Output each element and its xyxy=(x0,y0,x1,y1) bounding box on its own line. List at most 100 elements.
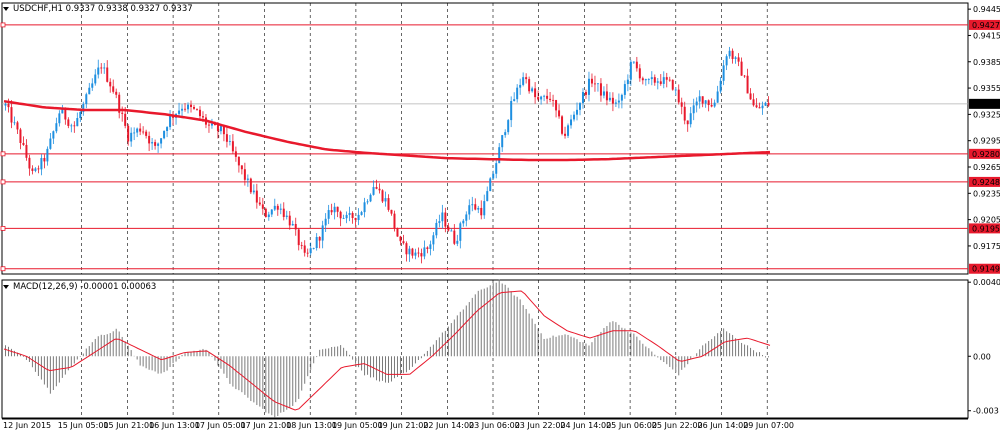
candle-body xyxy=(309,248,312,254)
candle-body xyxy=(632,61,635,63)
candle-body xyxy=(570,119,573,126)
candle-body xyxy=(136,128,139,133)
candle-body xyxy=(312,248,315,249)
level-anchor-handle[interactable] xyxy=(0,225,6,231)
candle-body xyxy=(680,102,683,107)
y-tick-label: 0.9265 xyxy=(973,163,1000,172)
candle-body xyxy=(195,108,198,110)
candle-body xyxy=(743,75,746,77)
candle-body xyxy=(46,148,49,162)
candle-body xyxy=(115,91,118,95)
candle-body xyxy=(510,100,513,121)
candle-body xyxy=(596,83,599,85)
candle-body xyxy=(19,129,22,143)
candle-body xyxy=(288,215,291,226)
candle-body xyxy=(423,247,426,257)
candle-body xyxy=(252,190,255,193)
candle-body xyxy=(237,156,240,166)
candle-body xyxy=(387,198,390,210)
candle-body xyxy=(758,107,761,109)
candle-body xyxy=(219,126,222,132)
candle-body xyxy=(100,67,103,69)
x-tick-label: 26 Jun 14:00 xyxy=(698,421,749,430)
y-tick-label: 0.9355 xyxy=(973,84,1000,93)
candle-body xyxy=(486,191,489,202)
candle-body xyxy=(701,96,704,104)
candle-body xyxy=(306,252,309,254)
y-tick-label: 0.9295 xyxy=(973,137,1000,146)
level-anchor-handle[interactable] xyxy=(0,22,6,28)
candle-body xyxy=(471,204,474,206)
candle-body xyxy=(261,204,264,209)
candle-body xyxy=(88,87,91,95)
candle-body xyxy=(620,94,623,101)
candle-body xyxy=(103,67,106,69)
macd-signal-line xyxy=(3,290,771,411)
level-anchor-handle[interactable] xyxy=(0,179,6,185)
candle-body xyxy=(28,157,31,169)
current-price-tag xyxy=(969,98,1000,109)
candle-body xyxy=(477,207,480,210)
candle-body xyxy=(291,223,294,226)
macd-menu-triangle-icon[interactable] xyxy=(3,285,9,289)
candle-body xyxy=(133,132,136,134)
candle-body xyxy=(64,108,67,120)
price-level-label: 0.9195 xyxy=(972,224,1000,233)
candle-body xyxy=(408,248,411,255)
candle-body xyxy=(623,84,626,95)
x-tick-label: 25 Jun 22:00 xyxy=(652,421,703,430)
moving-average xyxy=(3,99,771,162)
candle-body xyxy=(303,245,306,253)
candle-body xyxy=(540,96,543,100)
current-price-label: 0.9337 xyxy=(972,100,1000,109)
candle-body xyxy=(525,77,528,80)
candle-body xyxy=(318,236,321,241)
chart-menu-triangle-icon[interactable] xyxy=(3,7,9,11)
candle-body xyxy=(345,214,348,219)
candle-body xyxy=(264,208,267,218)
x-tick-label: 18 Jun 13:00 xyxy=(286,421,337,430)
candle-body xyxy=(426,247,429,250)
candle-body xyxy=(504,132,507,136)
candle-body xyxy=(692,105,695,114)
candle-body xyxy=(501,135,504,148)
candle-body xyxy=(414,252,417,256)
candle-body xyxy=(201,116,204,118)
candle-body xyxy=(121,112,124,114)
candle-body xyxy=(243,169,246,180)
candle-body xyxy=(193,106,196,109)
candle-body xyxy=(225,134,228,142)
candle-body xyxy=(755,105,758,108)
candle-body xyxy=(650,77,653,80)
candle-body xyxy=(157,143,160,146)
candle-body xyxy=(734,57,737,59)
candle-body xyxy=(43,157,46,162)
x-tick-label: 15 Jun 21:00 xyxy=(103,421,154,430)
price-level-label: 0.9248 xyxy=(972,178,1000,187)
x-tick-label: 25 Jun 06:00 xyxy=(606,421,657,430)
candle-body xyxy=(351,212,354,218)
candle-body xyxy=(109,81,112,87)
candle-body xyxy=(324,218,327,226)
price-level-label: 0.9280 xyxy=(972,150,1000,159)
candle-body xyxy=(522,77,525,85)
level-anchor-handle[interactable] xyxy=(0,151,6,157)
candle-body xyxy=(333,206,336,213)
candle-body xyxy=(576,109,579,115)
candle-body xyxy=(626,79,629,85)
candle-body xyxy=(300,245,303,246)
candle-body xyxy=(82,104,85,112)
candle-body xyxy=(447,226,450,231)
level-anchor-handle[interactable] xyxy=(0,266,6,272)
candle-body xyxy=(605,91,608,101)
candle-body xyxy=(549,98,552,100)
candle-body xyxy=(321,225,324,241)
candle-body xyxy=(49,138,52,149)
candle-body xyxy=(130,132,133,142)
candle-body xyxy=(737,57,740,62)
candle-body xyxy=(543,95,546,97)
candle-body xyxy=(752,99,755,106)
candles xyxy=(4,46,770,264)
candle-body xyxy=(246,178,249,180)
